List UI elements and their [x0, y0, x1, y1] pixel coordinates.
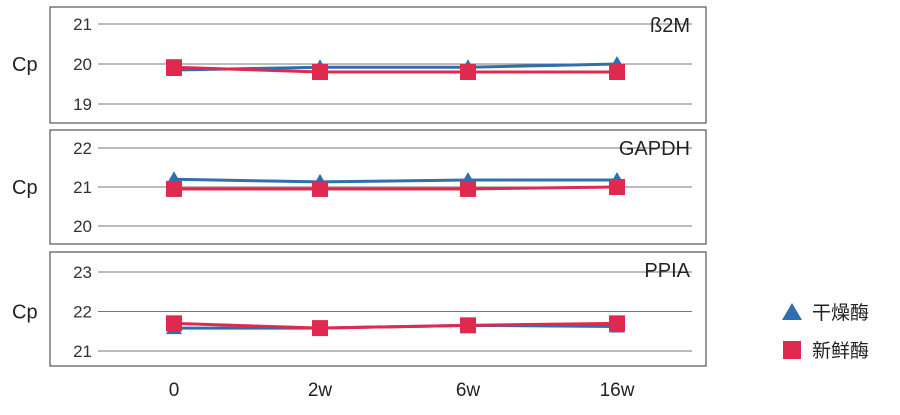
y-tick-label: 22: [73, 139, 92, 158]
x-tick-label: 6w: [456, 380, 481, 401]
panel-0: 19 20 21 Cp ß2M: [12, 6, 707, 124]
data-point-square: [609, 64, 625, 80]
y-axis-label: Cp: [12, 302, 38, 324]
legend-label: 新鲜酶: [812, 340, 869, 362]
data-point-square: [609, 179, 625, 195]
data-point-square: [312, 320, 328, 337]
data-point-square: [460, 180, 476, 197]
y-tick-label: 19: [73, 95, 92, 114]
data-point-square: [312, 64, 328, 80]
data-point-square: [166, 59, 182, 76]
series-line: [173, 321, 618, 330]
y-tick-label: 21: [73, 178, 92, 197]
y-tick-label: 20: [73, 217, 92, 236]
series-line: [174, 185, 618, 191]
x-tick-label: 0: [169, 380, 180, 401]
panel-frame: [49, 129, 707, 245]
y-axis-label: Cp: [12, 177, 38, 199]
series-line: [173, 65, 617, 74]
y-tick-label: 22: [73, 303, 92, 322]
legend-marker-triangle: [782, 303, 802, 320]
data-point-square: [166, 180, 182, 197]
y-tick-label: 23: [73, 263, 92, 282]
panel-frame: [49, 6, 707, 124]
y-axis-label: Cp: [12, 54, 38, 76]
data-point-square: [166, 315, 182, 332]
panel-frame: [49, 251, 707, 367]
panel-title: GAPDH: [619, 138, 690, 160]
legend-label: 干燥酶: [812, 302, 869, 324]
panel-2: 21 22 23 Cp PPIA: [12, 251, 707, 367]
data-point-square: [312, 180, 328, 197]
y-tick-label: 21: [73, 342, 92, 361]
y-tick-label: 20: [73, 55, 92, 74]
panel-1: 20 21 22 Cp GAPDH: [12, 129, 707, 245]
panel-title: PPIA: [644, 260, 690, 282]
x-tick-label: 2w: [308, 380, 333, 401]
x-tick-label: 16w: [600, 380, 635, 401]
y-tick-label: 21: [73, 15, 92, 34]
data-point-square: [460, 64, 476, 80]
panel-title: ß2M: [650, 15, 690, 37]
series-line: [173, 177, 617, 184]
data-point-square: [460, 317, 476, 334]
legend-marker-square: [783, 341, 801, 359]
data-point-square: [609, 315, 625, 332]
